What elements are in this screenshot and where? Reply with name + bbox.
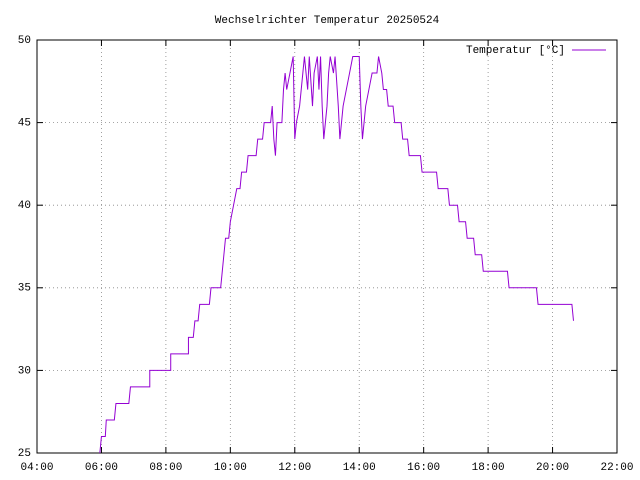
x-tick-label: 10:00 [214,462,247,474]
data-line [99,56,574,454]
plot-border [36,39,618,454]
x-tick-label: 14:00 [343,462,376,474]
x-tick-label: 06:00 [85,462,118,474]
x-tick-label: 20:00 [536,462,569,474]
x-tick-label: 22:00 [600,462,633,474]
y-tick-label: 40 [18,200,31,212]
x-tick-label: 04:00 [20,462,53,474]
x-tick-label: 12:00 [278,462,311,474]
x-tick-label: 08:00 [149,462,182,474]
y-tick-label: 35 [18,283,31,295]
y-tick-label: 25 [18,448,31,460]
x-tick-label: 16:00 [407,462,440,474]
y-tick-label: 50 [18,35,31,47]
x-tick-label: 18:00 [472,462,505,474]
y-tick-label: 45 [18,118,31,130]
y-tick-label: 30 [18,365,31,377]
chart-title: Wechselrichter Temperatur 20250524 [215,15,440,27]
legend-label: Temperatur [°C] [466,45,565,57]
